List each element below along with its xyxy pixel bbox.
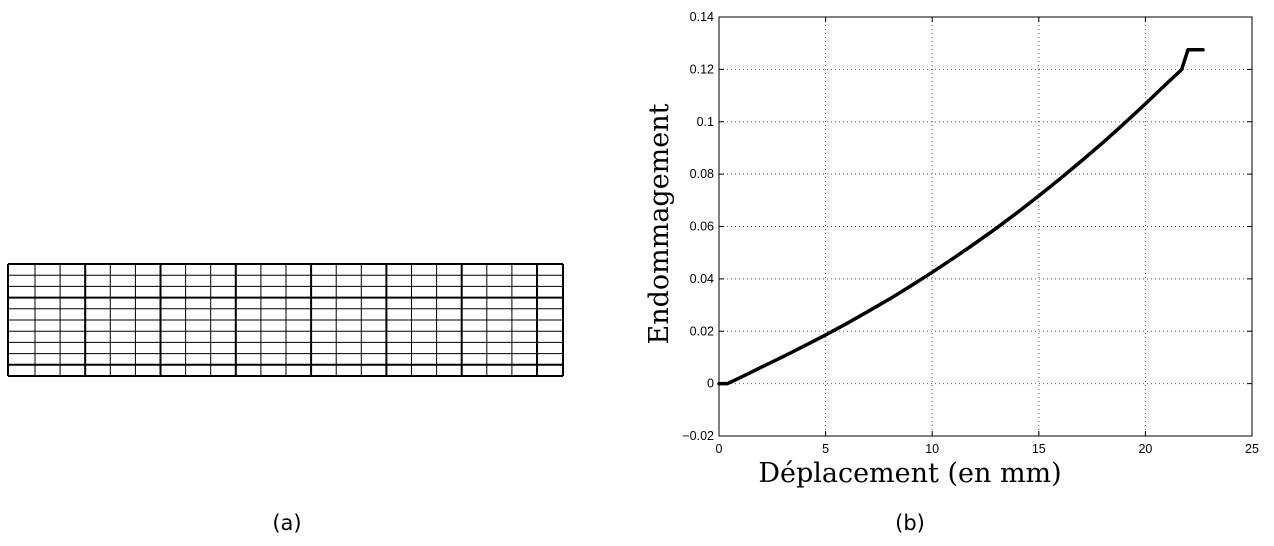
x-axis-label: Déplacement (en mm): [758, 458, 1061, 489]
y-tick-label: 0: [707, 377, 714, 391]
y-tick-label: 0.12: [690, 62, 714, 76]
y-tick-label: 0.1: [697, 115, 714, 129]
x-tick-label: 15: [1032, 442, 1046, 456]
damage-displacement-chart: 0 5 10 15 20 25 −0.0200.020.040.060.080.10.12…: [644, 10, 1259, 489]
caption-b: (b): [895, 511, 925, 535]
x-tick-label: 25: [1245, 442, 1259, 456]
finite-element-mesh: [7, 263, 564, 377]
y-tick-label: 0.06: [690, 220, 714, 234]
damage-curve: [717, 47, 1205, 386]
x-tick-labels: 0 5 10 15 20 25: [716, 442, 1259, 456]
x-tick-label: 0: [716, 442, 723, 456]
y-tick-label: 0.14: [690, 10, 714, 24]
series-layer: [717, 47, 1205, 386]
grid-lines: [719, 17, 1252, 436]
x-tick-label: 5: [822, 442, 829, 456]
y-tick-labels: −0.02 0 0.02 0.04 0.06 0.08 0.1 0.12 0.14: [682, 10, 714, 443]
x-tick-label: 20: [1138, 442, 1152, 456]
caption-a: (a): [272, 511, 301, 535]
y-tick-label: 0.04: [690, 272, 714, 286]
y-tick-label: 0.02: [690, 324, 714, 338]
y-tick-label: 0.08: [690, 167, 714, 181]
x-tick-label: 10: [925, 442, 939, 456]
axes-frame: [718, 16, 1253, 437]
y-axis-label: Endommagement: [644, 103, 675, 344]
y-tick-label: −0.02: [682, 429, 714, 443]
